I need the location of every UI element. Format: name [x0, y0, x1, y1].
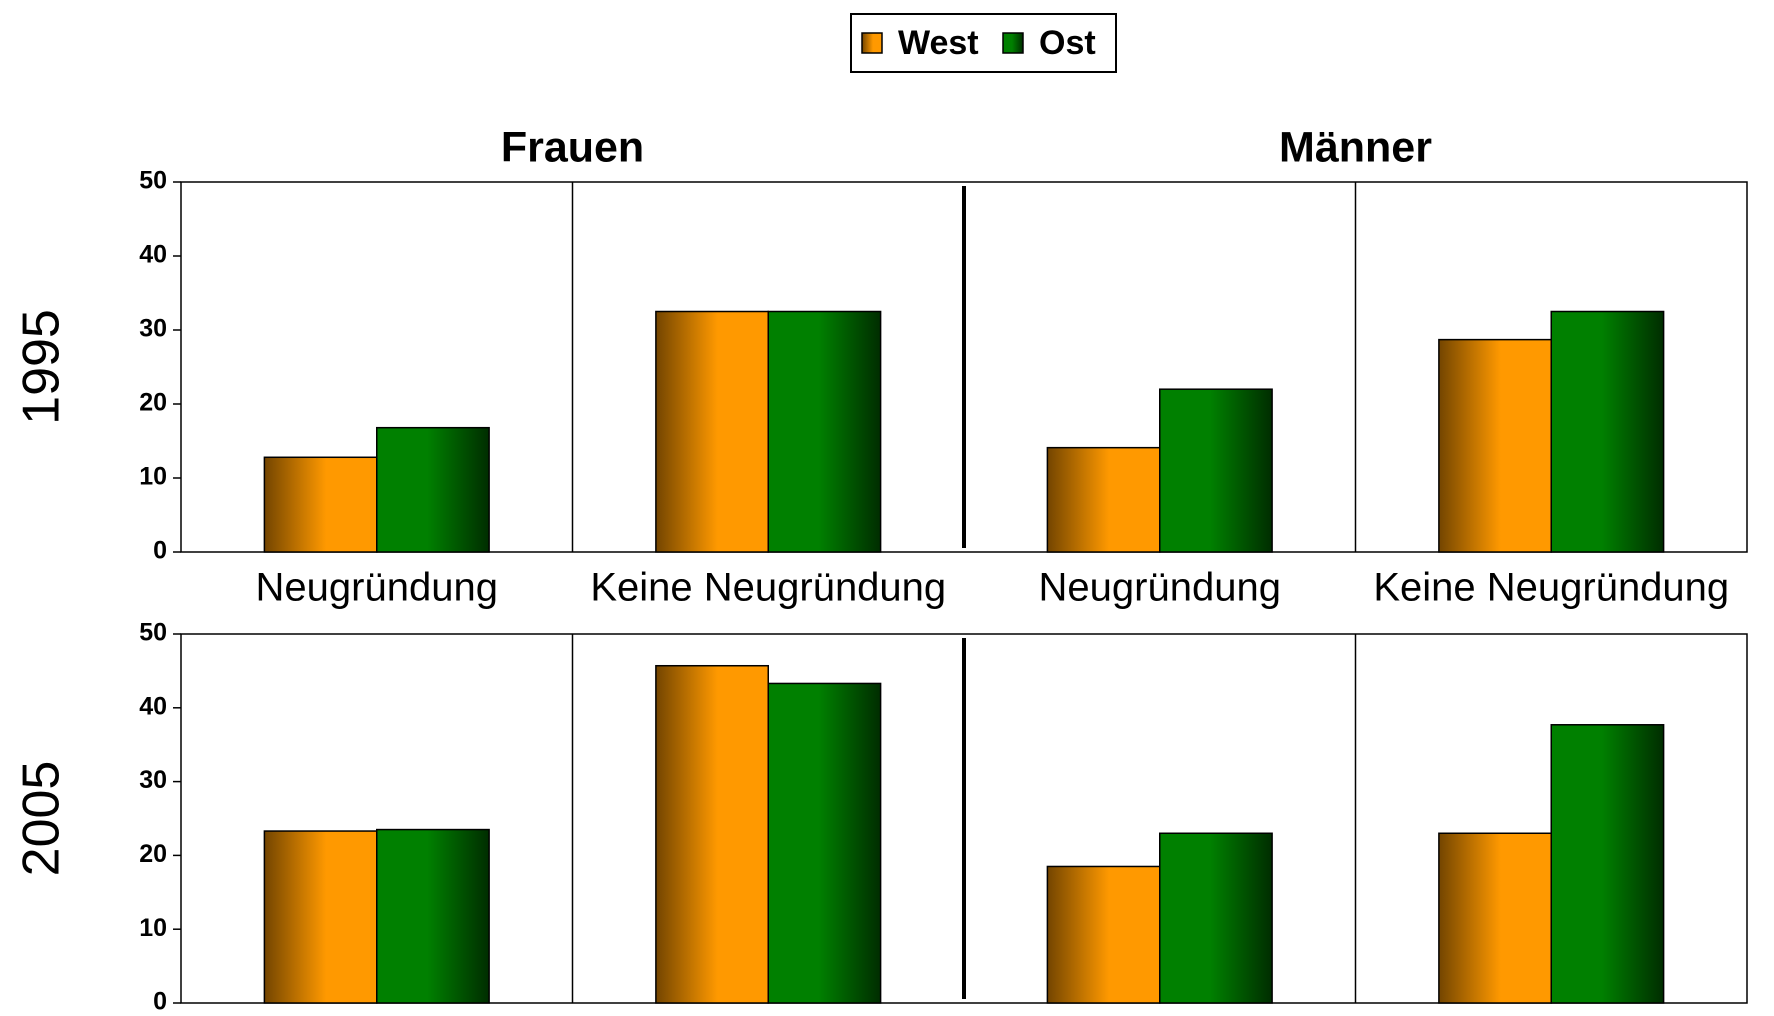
- y-tick-label: 50: [139, 167, 167, 195]
- x-tick-label: Keine Neugründung: [1373, 566, 1729, 610]
- bar: [1550, 724, 1665, 1004]
- y-tick-label: 30: [139, 766, 167, 794]
- x-tick-label: Neugründung: [256, 566, 498, 610]
- bar: [263, 456, 378, 553]
- y-tick-label: 10: [139, 463, 167, 491]
- group-label: Frauen: [501, 123, 644, 171]
- x-tick-label: Neugründung: [1039, 566, 1281, 610]
- bar: [1159, 388, 1273, 553]
- y-tick-label: 20: [139, 389, 167, 417]
- y-tick-label: 50: [139, 619, 167, 647]
- bar: [1046, 865, 1161, 1004]
- y-tick-label: 40: [139, 692, 167, 720]
- bar: [376, 828, 490, 1004]
- y-tick-label: 40: [139, 241, 167, 269]
- bar: [1438, 338, 1553, 553]
- legend-swatch: [861, 32, 883, 54]
- row-label: 2005: [13, 761, 71, 877]
- legend-box: [850, 13, 1117, 73]
- bar: [1550, 310, 1665, 553]
- y-tick-label: 20: [139, 840, 167, 868]
- plot-frame: [180, 181, 1748, 553]
- bar: [1438, 832, 1553, 1004]
- bar: [767, 310, 882, 553]
- bar: [655, 310, 770, 553]
- bar: [655, 664, 770, 1004]
- legend-label: West: [898, 24, 979, 62]
- bar: [767, 682, 882, 1004]
- legend-swatch: [1002, 32, 1024, 54]
- x-tick-label: Keine Neugründung: [590, 566, 946, 610]
- y-tick-label: 10: [139, 914, 167, 942]
- legend-label: Ost: [1039, 24, 1096, 62]
- y-tick-label: 30: [139, 315, 167, 343]
- plot-frame: [180, 633, 1748, 1004]
- bar: [376, 426, 490, 553]
- group-label: Männer: [1279, 123, 1432, 171]
- bar: [1046, 446, 1161, 553]
- y-tick-label: 0: [153, 537, 167, 565]
- bar: [1159, 832, 1273, 1004]
- row-label: 1995: [13, 309, 71, 425]
- bar: [263, 830, 378, 1004]
- y-tick-label: 0: [153, 988, 167, 1016]
